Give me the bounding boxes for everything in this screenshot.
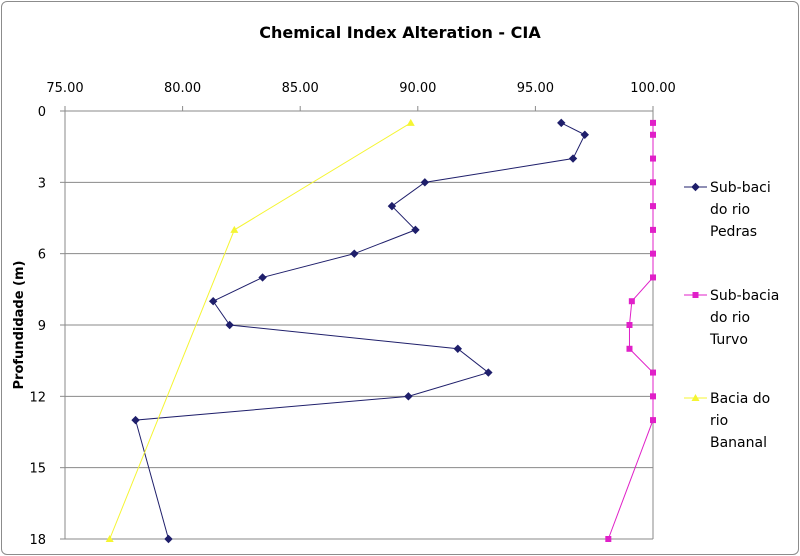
data-point-s1-3 <box>650 179 656 186</box>
y-tick-label: 6 <box>38 248 46 263</box>
legend-label: Pedras <box>710 224 757 240</box>
series-layer <box>105 118 656 544</box>
legend-label: do rio <box>710 202 750 218</box>
data-point-s1-6 <box>650 250 656 257</box>
data-point-s1-5 <box>650 226 656 233</box>
legend-label: Sub-baci <box>710 180 771 196</box>
x-tick-label: 90.00 <box>399 81 436 96</box>
x-tick-label: 100.00 <box>630 81 676 96</box>
data-point-s2-0 <box>406 118 415 126</box>
y-tick-label: 18 <box>29 533 46 548</box>
y-axis-label: Profundidade (m) <box>12 261 27 390</box>
data-point-s1-4 <box>650 203 656 210</box>
data-point-s0-12 <box>404 392 413 401</box>
series-1 <box>605 119 656 542</box>
legend-item-0: Sub-baci do rio Pedras <box>684 180 771 240</box>
data-point-s1-1 <box>650 131 656 138</box>
legend-item-2: Bacia do rio Bananal <box>684 391 770 451</box>
y-tick-label: 12 <box>29 390 46 405</box>
data-point-s0-14 <box>164 534 173 544</box>
legend-label: Bacia do <box>710 391 770 407</box>
legend-swatch-marker-2 <box>691 394 700 401</box>
x-tick-label: 95.00 <box>517 81 554 96</box>
data-point-s1-10 <box>626 345 633 352</box>
x-tick-label: 80.00 <box>164 81 201 96</box>
series-line-2 <box>109 122 412 540</box>
data-point-s2-1 <box>230 225 239 233</box>
data-point-s1-0 <box>650 119 656 126</box>
data-point-s1-13 <box>650 417 656 424</box>
legend-label: Turvo <box>709 332 748 348</box>
data-point-s0-4 <box>387 201 397 211</box>
data-point-s2-2 <box>105 535 114 542</box>
data-point-s0-2 <box>568 154 578 163</box>
data-point-s0-9 <box>225 320 234 330</box>
data-point-s1-11 <box>650 369 656 376</box>
data-point-s0-0 <box>557 118 566 128</box>
legend-item-1: Sub-bacia do rio Turvo <box>684 288 779 348</box>
series-0 <box>131 118 589 544</box>
data-point-s0-6 <box>350 249 359 258</box>
legend-label: do rio <box>710 310 750 326</box>
y-tick-label: 9 <box>38 319 46 334</box>
y-tick-label: 0 <box>38 105 46 120</box>
data-point-s1-7 <box>650 274 656 281</box>
data-point-s1-9 <box>626 322 633 328</box>
data-point-s1-14 <box>605 536 612 542</box>
x-tick-label: 75.00 <box>46 81 83 96</box>
data-point-s0-5 <box>411 225 420 235</box>
data-point-s0-8 <box>208 297 218 306</box>
legend-swatch-marker-0 <box>691 182 700 192</box>
data-point-s0-11 <box>484 368 493 377</box>
data-point-s0-7 <box>258 273 267 282</box>
data-point-s0-1 <box>580 130 589 139</box>
legend-label: Bananal <box>710 435 767 451</box>
chart-title: Chemical Index Alteration - CIA <box>259 23 541 42</box>
data-point-s1-8 <box>628 298 635 305</box>
gridlines <box>65 110 653 540</box>
x-tick-label: 85.00 <box>282 81 319 96</box>
y-tick-label: 15 <box>29 462 46 477</box>
data-point-s0-13 <box>131 415 140 425</box>
legend: Sub-baci do rio Pedras Sub-bacia do rio Turvo… <box>684 180 779 451</box>
data-point-s0-10 <box>453 344 462 353</box>
axes: 75.00 80.00 85.00 90.00 95.00 100.00 0 3 6 9 12 15 1… <box>29 81 675 548</box>
legend-label: rio <box>710 413 728 429</box>
legend-swatch-marker-1 <box>692 292 699 298</box>
y-tick-label: 3 <box>38 176 46 191</box>
data-point-s1-12 <box>650 393 656 400</box>
series-line-1 <box>607 122 654 540</box>
data-point-s1-2 <box>650 155 656 162</box>
legend-label: Sub-bacia <box>710 288 779 304</box>
series-line-0 <box>134 122 586 540</box>
series-2 <box>105 118 415 542</box>
data-point-s0-3 <box>420 178 430 187</box>
